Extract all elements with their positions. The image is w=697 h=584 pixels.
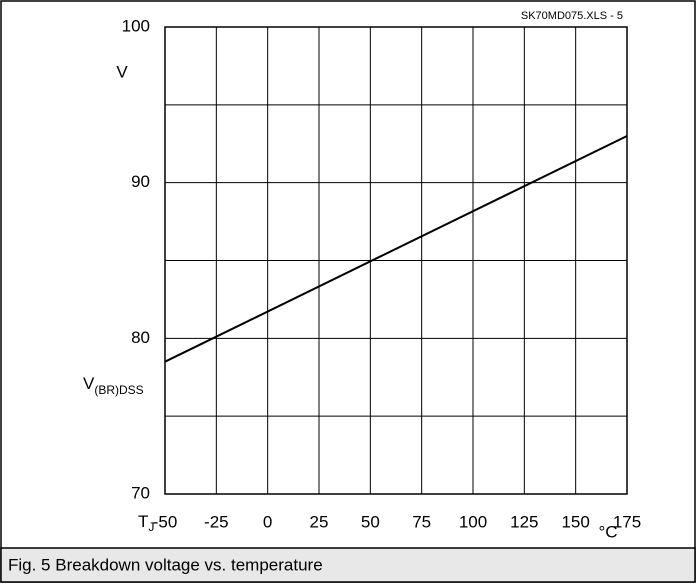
y-tick-label: 80 <box>131 328 150 347</box>
x-tick-label: -25 <box>204 512 229 531</box>
x-tick-label: -50 <box>153 512 178 531</box>
y-tick-label: 100 <box>122 16 150 35</box>
x-tick-label: 75 <box>412 512 431 531</box>
caption: Fig. 5 Breakdown voltage vs. temperature <box>8 555 323 574</box>
y-unit: V <box>116 62 128 81</box>
y-label-sub: (BR)DSS <box>94 383 143 397</box>
file-label: SK70MD075.XLS - 5 <box>521 10 623 22</box>
y-label-main: V <box>83 374 95 393</box>
caption-band <box>0 547 696 583</box>
x-label-sub: J <box>148 520 154 534</box>
x-tick-label: 25 <box>310 512 329 531</box>
x-tick-label: 125 <box>510 512 538 531</box>
plot-border <box>164 26 628 495</box>
x-label: TJ <box>138 512 154 534</box>
line-series <box>164 135 628 363</box>
y-label: V(BR)DSS <box>83 374 144 397</box>
y-tick-label: 70 <box>131 483 150 502</box>
x-label-main: T <box>138 512 148 531</box>
x-tick-label: 150 <box>561 512 589 531</box>
x-tick-label: 0 <box>263 512 272 531</box>
x-unit: °C <box>598 522 617 541</box>
x-tick-label: 50 <box>361 512 380 531</box>
x-tick-label: 175 <box>613 512 641 531</box>
y-tick-label: 90 <box>131 172 150 191</box>
x-tick-label: 100 <box>459 512 487 531</box>
